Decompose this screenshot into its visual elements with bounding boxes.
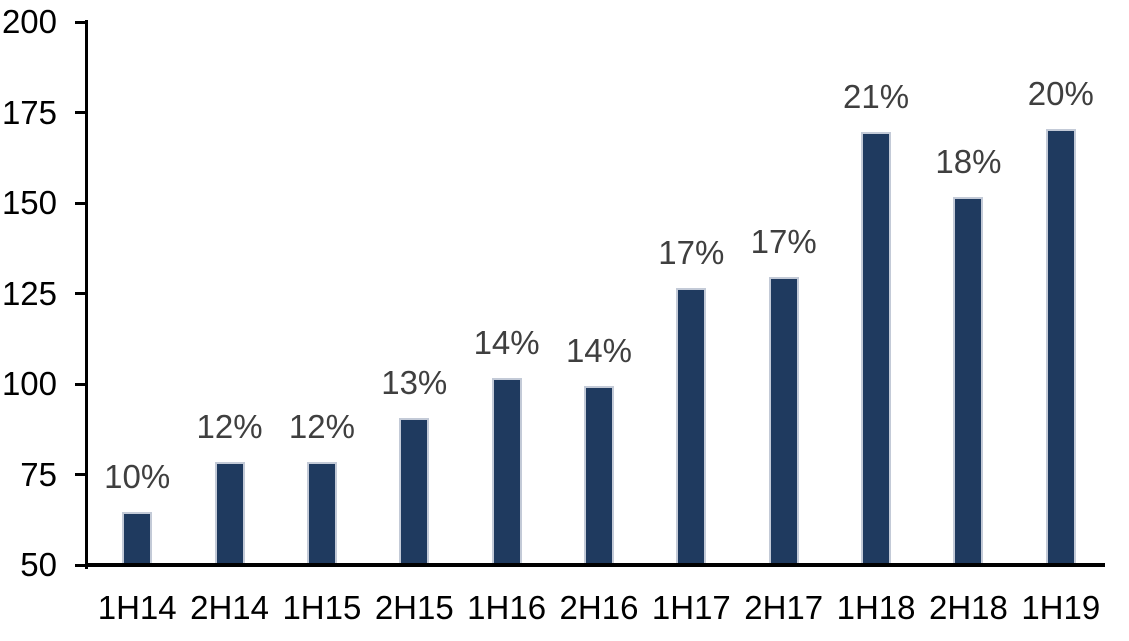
bar	[953, 197, 984, 563]
y-tick-label: 125	[1, 274, 57, 312]
bar-slot-1H18: 21%	[830, 22, 922, 563]
bar	[861, 132, 892, 563]
x-tick-label: 1H17	[651, 589, 731, 626]
y-axis-line	[85, 20, 88, 569]
x-tick-label: 2H18	[928, 589, 1008, 626]
bar-value-label: 21%	[843, 78, 910, 116]
bar	[583, 385, 614, 563]
y-tick-label: 75	[20, 455, 57, 493]
bar-slot-1H17: 17%	[645, 22, 737, 563]
x-axis-labels: 1H14 2H14 1H15 2H15 1H16 2H16 1H17 2H17 1H18 2H18…	[91, 588, 1107, 628]
x-tick-label: 1H15	[282, 589, 362, 626]
bar	[768, 277, 799, 563]
bar-slot-2H14: 12%	[183, 22, 275, 563]
bar	[306, 461, 337, 563]
bar-slot-2H16: 14%	[553, 22, 645, 563]
bar-value-label: 17%	[658, 233, 725, 271]
y-tick-mark	[75, 20, 85, 24]
y-tick-label: 175	[1, 93, 57, 131]
bar-value-label: 20%	[1027, 74, 1094, 112]
y-axis-labels: 50 75 100 125 150 175 200	[0, 4, 57, 583]
y-tick-label: 200	[1, 3, 57, 40]
x-tick-label: 2H16	[559, 589, 639, 626]
x-tick-label: 2H14	[190, 589, 269, 626]
x-tick-label: 2H17	[744, 589, 824, 626]
y-tick-label: 150	[1, 184, 57, 221]
x-tick-label: 1H14	[97, 589, 177, 626]
bar	[214, 461, 245, 563]
bar-slot-1H19: 20%	[1015, 22, 1107, 563]
bar	[122, 512, 153, 563]
bar	[399, 418, 430, 563]
bar-value-label: 12%	[196, 407, 263, 445]
y-tick-mark	[75, 382, 85, 386]
bar	[676, 287, 707, 563]
y-tick-mark	[75, 111, 85, 114]
bar-value-label: 12%	[288, 407, 355, 445]
bar-slot-2H15: 13%	[368, 22, 460, 563]
bar-value-label: 14%	[565, 331, 632, 369]
y-tick-mark	[75, 563, 85, 567]
bar	[1045, 128, 1076, 563]
y-tick-mark	[75, 473, 85, 476]
bar-value-label: 10%	[104, 458, 171, 496]
bars-row: 10% 12% 12% 13% 14% 14% 17% 17% 21% 18% 20%	[91, 22, 1107, 563]
x-tick-label: 1H19	[1021, 589, 1101, 626]
bar	[491, 378, 522, 563]
x-tick-label: 1H18	[836, 589, 916, 626]
bar-value-label: 17%	[750, 223, 817, 261]
bar-slot-1H15: 12%	[276, 22, 368, 563]
bar-value-label: 18%	[935, 143, 1002, 181]
plot-area: 10% 12% 12% 13% 14% 14% 17% 17% 21% 18% 20%	[75, 20, 1107, 569]
bar-slot-1H14: 10%	[91, 22, 183, 563]
x-tick-label: 1H16	[467, 589, 547, 626]
bar-slot-2H17: 17%	[738, 22, 830, 563]
bar-slot-2H18: 18%	[922, 22, 1014, 563]
y-tick-mark	[75, 201, 85, 205]
x-axis-line	[85, 563, 1105, 567]
bar-value-label: 13%	[381, 364, 448, 402]
x-tick-label: 2H15	[374, 589, 454, 626]
bar-value-label: 14%	[473, 324, 540, 362]
y-tick-label: 50	[20, 546, 57, 583]
y-tick-mark	[75, 292, 85, 295]
bar-slot-1H16: 14%	[460, 22, 552, 563]
y-tick-label: 100	[1, 365, 57, 402]
